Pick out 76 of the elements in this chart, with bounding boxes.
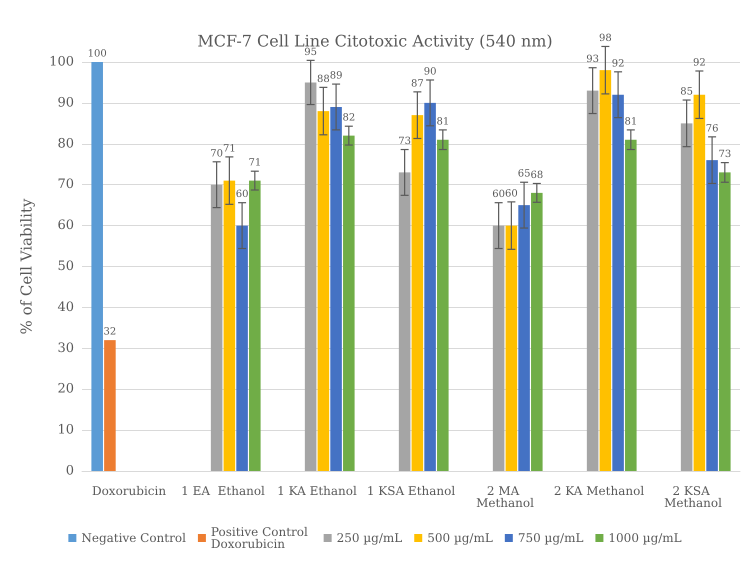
y-tick-label: 0: [66, 464, 74, 478]
bar: [236, 226, 248, 471]
data-label: 71: [248, 158, 262, 169]
bar: [531, 192, 543, 471]
data-label: 73: [718, 149, 732, 160]
data-label: 90: [424, 66, 436, 78]
data-label: 70: [210, 148, 224, 160]
data-label: 76: [706, 123, 718, 134]
bar: [412, 115, 424, 471]
data-label: 81: [436, 116, 450, 128]
bar: [424, 102, 436, 471]
data-label: 32: [104, 326, 116, 338]
y-tick-label: 20: [57, 382, 74, 397]
bar: [210, 184, 222, 471]
y-tick-label: 80: [57, 136, 74, 152]
x-tick-label: 2 KSA Methanol: [664, 484, 722, 510]
bar: [518, 205, 530, 471]
data-label: 68: [530, 170, 544, 181]
bar: [249, 180, 261, 471]
y-tick-label: 30: [57, 340, 74, 356]
bar: [318, 111, 330, 471]
legend-label: 500 µg/mL: [427, 531, 493, 545]
bar: [586, 90, 598, 471]
data-label: 81: [624, 116, 638, 128]
bar: [680, 123, 692, 471]
bar: [304, 82, 316, 471]
bar: [694, 94, 706, 471]
bar: [104, 340, 116, 471]
bar: [398, 172, 410, 471]
legend-label: 1000 µg/mL: [608, 531, 682, 545]
data-label: 92: [692, 58, 706, 68]
data-label: 100: [88, 48, 107, 60]
bar: [600, 70, 612, 471]
data-label: 87: [410, 78, 424, 90]
data-label: 60: [492, 189, 506, 200]
data-label: 65: [518, 168, 530, 180]
data-label: 73: [398, 136, 412, 148]
bar: [224, 180, 236, 471]
data-label: 93: [586, 54, 600, 66]
bar: [506, 226, 518, 471]
y-tick-label: 100: [49, 54, 74, 70]
bar: [625, 140, 637, 471]
data-label: 92: [612, 58, 624, 70]
y-tick-label: 60: [57, 218, 74, 234]
data-label: 85: [680, 86, 694, 98]
data-label: 82: [342, 112, 356, 124]
legend-label: 750 µg/mL: [518, 531, 584, 545]
y-tick-label: 50: [57, 259, 74, 274]
bar: [706, 160, 718, 471]
y-tick-label: 40: [57, 300, 74, 315]
data-label: 88: [316, 74, 330, 85]
bar: [719, 172, 731, 471]
bar: [612, 94, 624, 471]
bar: [492, 226, 504, 471]
legend-label: Positive Control Doxorubicin: [210, 525, 312, 551]
y-tick-label: 10: [57, 422, 74, 438]
y-tick-label: 70: [57, 177, 74, 192]
x-tick-label: 2 MA Methanol: [476, 484, 534, 510]
x-tick-label: 1 EA Ethanol: [181, 484, 266, 498]
data-label: 60: [236, 189, 248, 200]
data-label: 60: [504, 188, 518, 200]
x-tick-label: Doxorubicin: [92, 484, 166, 498]
legend-label: Negative Control: [81, 531, 186, 545]
data-label: 71: [222, 143, 236, 154]
x-tick-label: 2 KA Methanol: [554, 484, 644, 498]
y-tick-label: 90: [57, 95, 74, 110]
bar: [330, 106, 342, 471]
bar: [91, 62, 103, 471]
data-label: 98: [598, 32, 612, 44]
x-tick-label: 1 KSA Ethanol: [366, 484, 456, 498]
data-label: 89: [330, 70, 342, 82]
bar: [343, 136, 355, 471]
y-axis-title: % of Cell Viability: [18, 198, 36, 334]
x-tick-label: 1 KA Ethanol: [277, 484, 357, 498]
bar: [437, 140, 449, 471]
legend-label: 250 µg/mL: [336, 531, 402, 545]
